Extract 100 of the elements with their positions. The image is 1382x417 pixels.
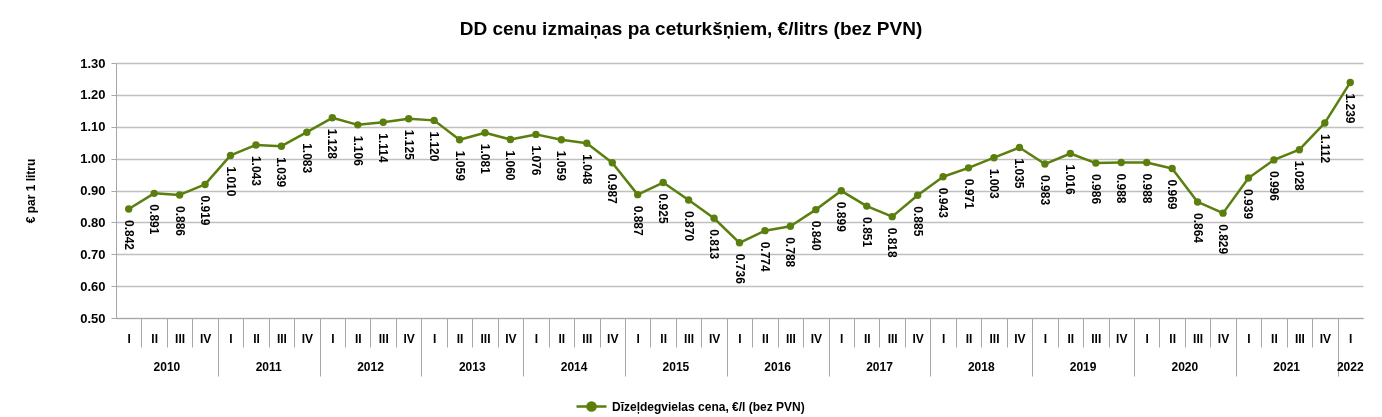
point	[659, 178, 667, 187]
point	[863, 202, 871, 210]
point	[125, 205, 133, 213]
data-label: 1.112	[1317, 133, 1332, 164]
point	[634, 190, 642, 199]
data-label: 0.996	[1266, 170, 1281, 202]
data-label: 0.829	[1216, 224, 1231, 255]
data-label: 1.028	[1292, 160, 1307, 192]
x-tick-label: I	[229, 331, 233, 346]
x-tick-label: IV	[301, 331, 314, 346]
x-tick-label: IV	[708, 331, 721, 346]
x-tick-label: III	[1091, 331, 1102, 346]
point	[379, 118, 387, 126]
data-label: 1.081	[478, 143, 493, 175]
x-tick-label: IV	[199, 331, 212, 346]
text: 2010	[153, 360, 181, 374]
x-tick-label: I	[127, 331, 131, 346]
x-tick-label: III	[684, 331, 695, 346]
x-tick-label: II	[762, 331, 769, 346]
x-tick-label: II	[354, 331, 362, 346]
text: 2018	[967, 360, 995, 374]
point	[1015, 143, 1024, 152]
y-tick-label: 1.10	[80, 119, 106, 135]
data-label: 1.043	[248, 155, 263, 187]
point	[1041, 160, 1049, 168]
point	[939, 173, 947, 181]
x-tick-label: I	[941, 331, 946, 346]
point	[710, 214, 718, 222]
text: 2012	[357, 360, 385, 374]
point	[1092, 159, 1100, 167]
y-axis-title: € par 1 litru	[23, 158, 38, 224]
data-label: 1.083	[299, 143, 314, 174]
data-label: 0.899	[834, 201, 849, 233]
data-label: 0.987	[605, 173, 620, 205]
x-tick-label: IV	[1217, 331, 1230, 346]
point	[583, 139, 591, 148]
x-tick-label: III	[175, 331, 186, 346]
x-tick-label: II	[456, 331, 464, 346]
y-tick-label: 0.70	[80, 246, 106, 262]
point	[990, 153, 998, 162]
data-label: 1.003	[986, 168, 1001, 200]
point	[1295, 146, 1304, 154]
x-tick-label: III	[1294, 331, 1305, 346]
point	[1244, 174, 1253, 182]
x-tick-label: I	[1247, 331, 1251, 346]
x-tick-label: IV	[1014, 331, 1026, 346]
x-tick-label: I	[432, 331, 437, 346]
text: 2015	[662, 360, 690, 374]
data-label: 1.059	[554, 150, 569, 182]
point	[328, 114, 337, 122]
data-label: 0.885	[910, 206, 925, 237]
x-tick-label: III	[480, 331, 491, 346]
x-tick-label: IV	[403, 331, 415, 346]
y-tick-label: 1.00	[80, 151, 106, 167]
x-tick-label: III	[1193, 331, 1204, 346]
data-label: 0.887	[630, 205, 645, 236]
point	[150, 189, 158, 198]
point	[964, 164, 973, 172]
text: 2011	[255, 360, 283, 374]
point	[608, 159, 616, 167]
text: 2016	[764, 360, 792, 374]
point	[506, 135, 515, 144]
data-label: 0.988	[1114, 173, 1129, 204]
point	[1142, 158, 1151, 167]
data-label: 1.128	[325, 128, 340, 160]
point	[404, 115, 413, 123]
point	[1270, 156, 1278, 164]
x-tick-label: I	[840, 331, 844, 346]
y-tick-label: 0.60	[80, 278, 106, 294]
point	[888, 212, 896, 221]
chart-title: DD cenu izmaiņas pa ceturkšņiem, €/litrs (bez PVN)	[459, 18, 923, 39]
point	[557, 136, 566, 144]
point	[1321, 119, 1329, 127]
data-label: 0.788	[783, 237, 798, 268]
x-tick-label: II	[863, 331, 871, 346]
x-tick-label: II	[660, 331, 667, 346]
x-tick-label: II	[1067, 331, 1075, 346]
x-tick-label: II	[965, 331, 973, 346]
data-label: 0.818	[885, 227, 900, 258]
y-tick-label: 0.80	[80, 214, 106, 230]
x-tick-label: I	[1349, 331, 1353, 346]
data-label: 1.076	[528, 145, 543, 176]
x-tick-label: III	[276, 331, 287, 346]
point	[1193, 198, 1202, 206]
x-tick-label: IV	[1319, 331, 1331, 346]
data-label: 1.039	[274, 157, 289, 188]
data-label: 0.842	[121, 219, 136, 251]
x-tick-label: II	[253, 331, 260, 346]
text: 2017	[866, 360, 894, 374]
x-tick-label: III	[785, 331, 796, 346]
data-label: 1.125	[401, 129, 416, 161]
text: 2019	[1069, 360, 1097, 374]
point	[252, 141, 260, 149]
text: 2020	[1171, 360, 1199, 374]
point	[1168, 164, 1176, 173]
data-label: 1.010	[223, 166, 238, 197]
data-label: 0.891	[147, 204, 162, 235]
y-tick-label: 1.20	[80, 87, 106, 103]
text: 2014	[560, 360, 588, 374]
point	[175, 191, 184, 199]
